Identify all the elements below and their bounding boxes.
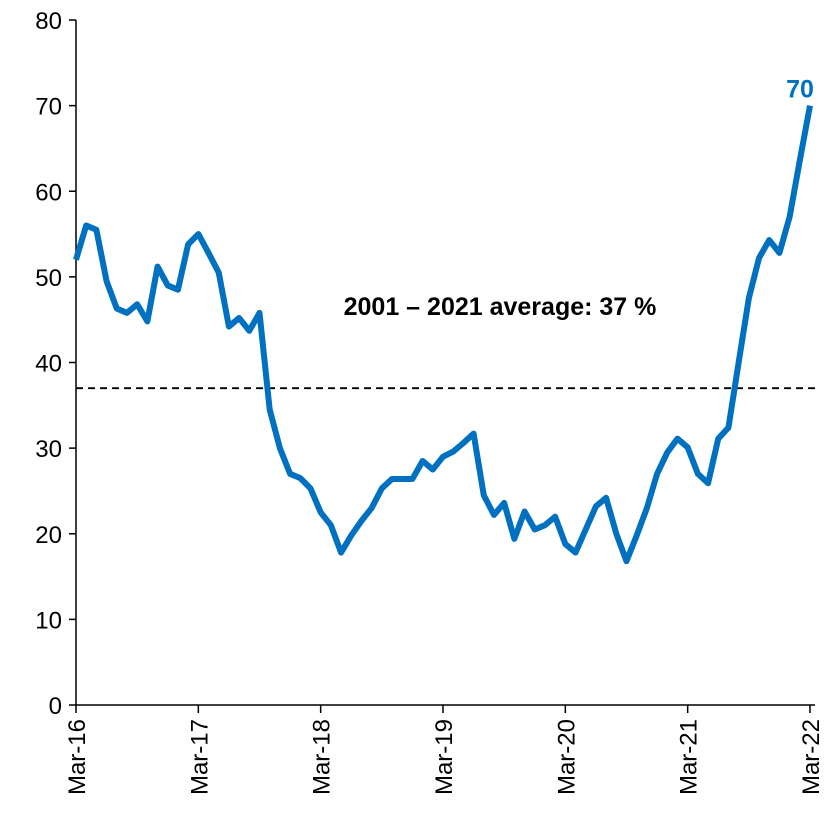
y-tick-label: 30 — [35, 436, 62, 463]
x-tick-label: Mar-20 — [553, 719, 580, 795]
y-tick-label: 10 — [35, 607, 62, 634]
x-tick-label: Mar-17 — [186, 719, 213, 795]
x-tick-label: Mar-21 — [676, 719, 703, 795]
y-tick-label: 50 — [35, 265, 62, 292]
average-annotation: 2001 – 2021 average: 37 % — [344, 293, 657, 321]
data-line — [73, 105, 813, 565]
x-tick-label: Mar-22 — [798, 719, 825, 795]
y-tick-label: 40 — [35, 351, 62, 378]
y-tick-label: 80 — [35, 8, 62, 35]
y-tick-label: 70 — [35, 94, 62, 121]
data-label: 70 — [786, 76, 814, 104]
x-tick-label: Mar-19 — [431, 719, 458, 795]
x-tick-label: Mar-16 — [64, 719, 91, 795]
y-tick-label: 0 — [49, 693, 62, 720]
y-tick-label: 20 — [35, 522, 62, 549]
y-tick-label: 60 — [35, 179, 62, 206]
x-tick-label: Mar-18 — [309, 719, 336, 795]
